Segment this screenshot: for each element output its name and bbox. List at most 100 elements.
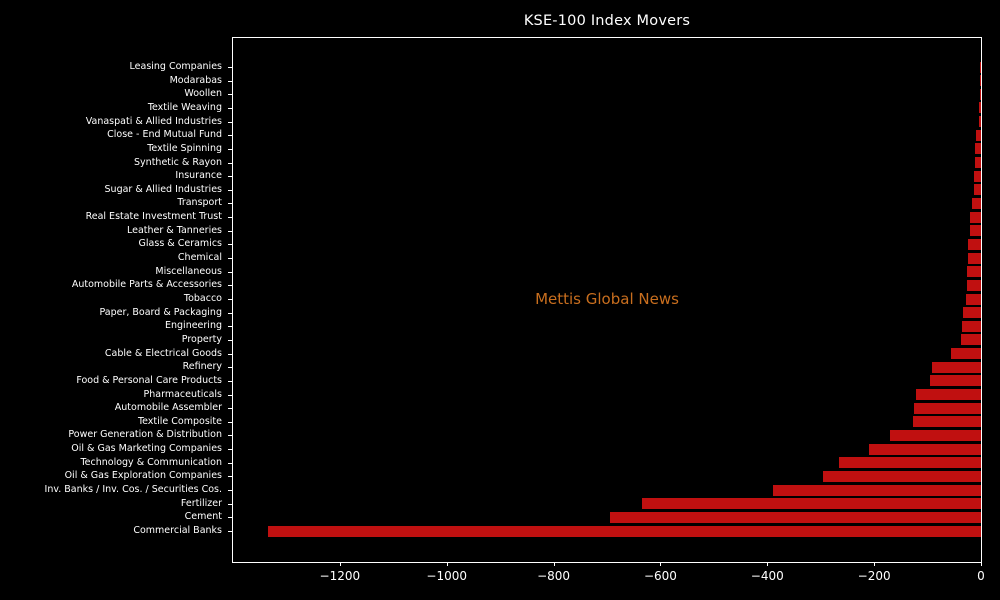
y-axis-label: Commercial Banks — [133, 525, 222, 536]
y-axis-label: Leasing Companies — [129, 61, 222, 72]
bar-chemical — [967, 252, 981, 264]
y-tick-mark — [228, 94, 232, 96]
bar-technology-communication — [839, 457, 981, 469]
y-tick-mark — [228, 217, 232, 219]
x-tick-label: −800 — [537, 569, 571, 583]
y-axis-label: Oil & Gas Marketing Companies — [71, 443, 222, 455]
bar-automobile-parts-accessories — [966, 279, 981, 291]
y-axis-label: Textile Weaving — [147, 101, 222, 113]
y-tick-mark — [228, 326, 232, 328]
y-tick-mark — [228, 299, 232, 300]
bar-synthetic-rayon — [974, 157, 981, 169]
bar-commercial-banks — [267, 525, 981, 537]
y-tick-mark — [228, 203, 232, 205]
bar-close-end-mutual-fund — [975, 129, 981, 141]
x-tick-label: −1200 — [319, 569, 361, 583]
y-axis-label: Paper, Board & Packaging — [99, 306, 222, 318]
y-tick-mark — [228, 80, 232, 82]
bar-textile-weaving — [979, 102, 981, 114]
bar-paper-board-packaging — [962, 307, 981, 319]
y-axis-label: Chemical — [177, 252, 222, 264]
y-axis-label: Pharmaceuticals — [143, 388, 222, 400]
bar-leather-tanneries — [969, 225, 981, 237]
bar-oil-gas-exploration-companies — [823, 470, 981, 482]
bar-transport — [972, 197, 981, 209]
y-axis-label: Automobile Parts & Accessories — [71, 279, 222, 291]
y-axis-label: Fertilizer — [180, 497, 222, 509]
y-axis-label: Engineering — [165, 320, 222, 332]
x-tick-mark — [553, 562, 555, 566]
y-tick-mark — [228, 67, 232, 68]
y-tick-mark — [228, 312, 232, 314]
bar-oil-gas-marketing-companies — [868, 443, 981, 455]
y-tick-mark — [228, 394, 232, 396]
y-axis-label: Vanaspati & Allied Industries — [85, 115, 222, 127]
y-axis-label: Sugar & Allied Industries — [104, 183, 222, 195]
y-tick-mark — [228, 189, 232, 191]
bar-cement — [609, 511, 981, 523]
x-tick-mark — [339, 562, 341, 566]
y-tick-mark — [228, 449, 232, 451]
y-axis-label: Refinery — [182, 361, 222, 373]
y-axis-label: Synthetic & Rayon — [134, 156, 222, 168]
y-tick-mark — [228, 517, 232, 519]
y-tick-mark — [228, 162, 232, 164]
y-tick-mark — [228, 462, 232, 464]
watermark-text: Mettis Global News — [535, 290, 679, 308]
bar-glass-ceramics — [968, 238, 981, 250]
bar-food-personal-care-products — [929, 375, 981, 387]
x-tick-mark — [874, 562, 876, 566]
y-tick-mark — [228, 367, 232, 369]
y-tick-mark — [228, 107, 232, 109]
y-tick-mark — [228, 476, 232, 478]
x-tick-mark — [446, 562, 448, 566]
y-tick-mark — [228, 230, 232, 232]
y-axis-label: Glass & Ceramics — [138, 238, 222, 250]
y-axis-label: Oil & Gas Exploration Companies — [64, 470, 222, 482]
y-tick-mark — [228, 135, 232, 137]
x-tick-mark — [981, 562, 982, 566]
y-tick-mark — [228, 531, 232, 532]
bar-insurance — [974, 170, 981, 182]
bar-automobile-assembler — [914, 402, 981, 414]
y-axis-label: Close - End Mutual Fund — [107, 129, 222, 141]
y-tick-mark — [228, 258, 232, 260]
y-tick-mark — [228, 380, 232, 382]
x-tick-label: −600 — [643, 569, 677, 583]
y-tick-mark — [228, 271, 232, 273]
y-axis-label: Property — [181, 333, 222, 345]
y-tick-mark — [228, 148, 232, 150]
bar-vanaspati-allied-industries — [979, 116, 981, 128]
y-tick-mark — [228, 285, 232, 287]
bar-pharmaceuticals — [916, 389, 981, 401]
y-tick-mark — [228, 435, 232, 437]
bar-textile-composite — [912, 416, 981, 428]
x-tick-label: −1000 — [426, 569, 467, 583]
bar-refinery — [932, 361, 981, 373]
y-tick-mark — [228, 408, 232, 410]
bar-woollen — [979, 88, 981, 100]
x-tick-label: −200 — [857, 569, 891, 583]
y-axis-label: Real Estate Investment Trust — [85, 211, 222, 223]
y-tick-mark — [228, 176, 232, 178]
y-axis-label: Cable & Electrical Goods — [104, 347, 222, 359]
bar-miscellaneous — [967, 266, 981, 278]
y-axis-label: Leather & Tanneries — [126, 224, 222, 236]
bar-real-estate-investment-trust — [970, 211, 981, 223]
bar-inv-banks-inv-cos-securities-cos — [772, 484, 981, 496]
y-axis-label: Tobacco — [183, 293, 222, 304]
y-tick-mark — [228, 503, 232, 505]
bar-modarabas — [979, 75, 981, 87]
y-axis-label: Woollen — [184, 88, 222, 100]
y-axis-label: Textile Spinning — [147, 142, 222, 154]
y-axis-label: Transport — [177, 197, 222, 209]
y-axis-label: Cement — [184, 511, 222, 523]
y-tick-mark — [228, 490, 232, 492]
y-axis-label: Modarabas — [169, 74, 222, 86]
plot-area: Mettis Global News — [232, 37, 982, 563]
bar-tobacco — [966, 293, 981, 305]
bar-engineering — [962, 320, 981, 332]
bar-leasing-companies — [980, 61, 982, 73]
y-axis-label: Inv. Banks / Inv. Cos. / Securities Cos. — [44, 484, 222, 496]
